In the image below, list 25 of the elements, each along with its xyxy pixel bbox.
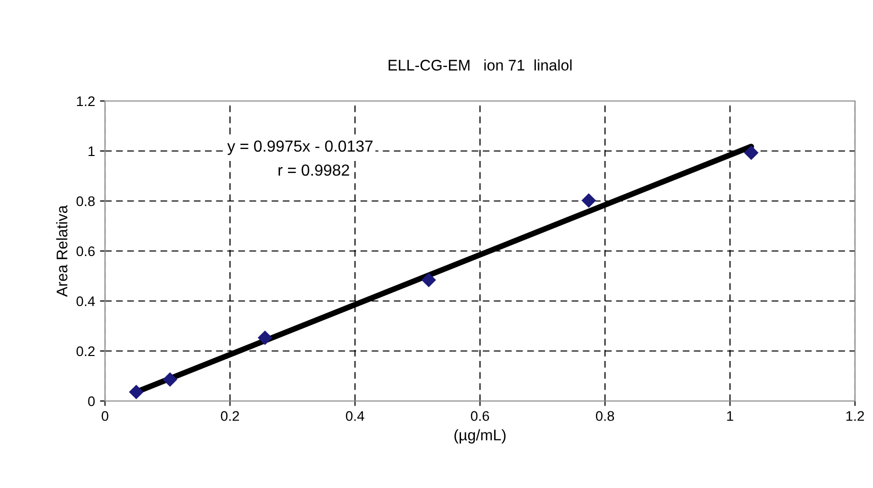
x-tick-label: 0.4 [346,411,364,421]
point [581,193,596,208]
annotation: r = 0.9982 [278,164,350,176]
point [744,145,759,160]
x-tick-label: 0.6 [470,411,490,421]
y-tick-label: 0 [88,396,95,406]
y-tick-label: 0.8 [76,196,95,206]
point [128,384,144,400]
chart-title: ELL-CG-EM ion 71 linalol [388,59,572,71]
point [258,330,272,346]
x-tick-label: 0.2 [220,411,239,421]
x-axis-title: (µg/mL) [454,429,506,444]
y-tick-label: 0.6 [76,246,95,256]
point [162,372,178,387]
annotation: y = 0.9975x - 0.0137 [227,140,373,155]
x-tick-label: 0 [102,411,108,421]
y-tick-label: 0.4 [76,296,95,306]
x-tick-label: 1.2 [846,411,864,421]
y-axis-title: Area Relativa [56,205,68,297]
y-tick-label: 1 [88,146,95,156]
x-tick-label: 0.8 [596,411,614,421]
x-tick-label: 1 [727,411,734,421]
y-tick-label: 1.2 [77,96,95,106]
y-tick-label: 0.2 [76,346,95,356]
point [421,272,436,288]
